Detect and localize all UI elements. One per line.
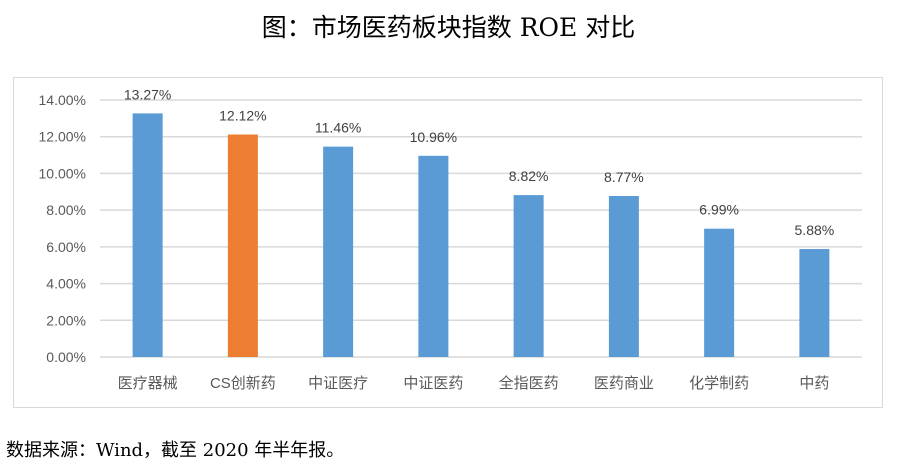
x-tick-label: 中药 (799, 375, 829, 392)
x-tick-label: 医药商业 (594, 375, 654, 392)
data-label: 6.99% (699, 202, 739, 218)
y-tick-label: 12.00% (39, 129, 86, 145)
source-note: 数据来源：Wind，截至 2020 年半年报。 (6, 440, 345, 461)
chart-title: 图：市场医药板块指数 ROE 对比 (261, 13, 636, 42)
y-tick-label: 4.00% (46, 276, 86, 292)
data-label: 5.88% (795, 222, 835, 238)
y-tick-label: 8.00% (46, 202, 86, 218)
bar (227, 134, 258, 357)
y-tick-label: 2.00% (46, 312, 86, 328)
x-tick-label: 中证医疗 (308, 375, 368, 392)
y-tick-label: 6.00% (46, 239, 86, 255)
bar (704, 228, 735, 357)
data-label: 8.77% (604, 169, 644, 185)
x-tick-label: 化学制药 (689, 375, 749, 392)
data-label: 13.27% (124, 86, 171, 102)
bar (799, 249, 830, 357)
x-tick-label: 全指医药 (499, 374, 559, 392)
x-tick-label: CS创新药 (210, 375, 276, 392)
data-label: 12.12% (219, 108, 266, 124)
bar (418, 155, 449, 357)
data-label: 10.96% (410, 129, 457, 145)
y-tick-label: 10.00% (39, 165, 86, 181)
bar (608, 196, 639, 357)
bar (323, 146, 354, 357)
y-tick-label: 0.00% (46, 349, 86, 365)
bar (513, 195, 544, 357)
x-tick-label: 医疗器械 (118, 375, 178, 392)
x-tick-label: 中证医药 (403, 375, 463, 392)
data-label: 11.46% (315, 120, 361, 136)
y-tick-label: 14.00% (39, 92, 86, 108)
bar (132, 113, 163, 357)
data-label: 8.82% (509, 168, 549, 184)
chart-area (13, 77, 883, 408)
